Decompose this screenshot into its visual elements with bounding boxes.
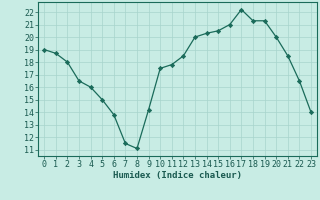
X-axis label: Humidex (Indice chaleur): Humidex (Indice chaleur) <box>113 171 242 180</box>
